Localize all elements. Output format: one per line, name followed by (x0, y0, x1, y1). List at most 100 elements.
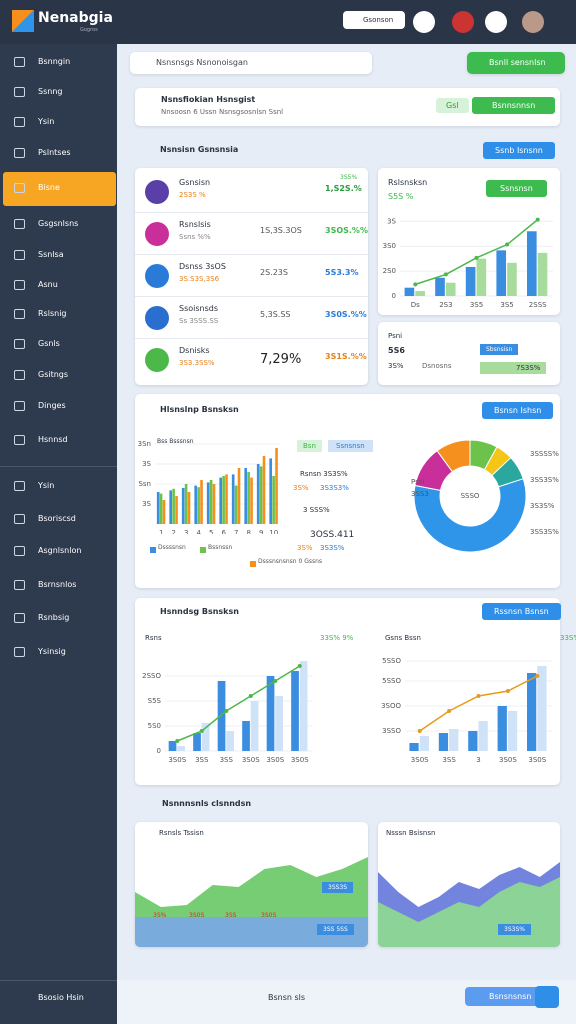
sidebar-item[interactable]: Bsnngin (38, 57, 71, 66)
sidebar-item[interactable]: Ssnng (38, 87, 63, 96)
stat: 3OSS.411 (310, 530, 355, 540)
chart-subtitle: S5S % (388, 192, 414, 201)
bar (496, 250, 507, 296)
point (505, 689, 510, 693)
row-right: 3SOS.%% (325, 226, 368, 235)
sidebar-item[interactable]: Bsoriscsd (38, 514, 76, 523)
x-tick-label: 2 (172, 529, 176, 534)
bar (537, 666, 547, 751)
sidebar-item[interactable]: Dinges (38, 401, 66, 410)
chart-title: Rsns (145, 634, 162, 642)
section-button[interactable]: Rssnsn Bsnsn (482, 603, 561, 620)
area-chip: 3SS3S (322, 882, 354, 893)
sidebar-active (3, 172, 116, 206)
sidebar-item[interactable]: Gsitngs (38, 370, 69, 379)
sidebar-icon (14, 117, 25, 127)
chart-title: Gsns Bssn (385, 634, 421, 642)
sidebar-icon (14, 183, 25, 193)
search-button[interactable]: Gsonson (343, 11, 406, 29)
donut-slice (491, 456, 524, 488)
point (224, 709, 229, 713)
sidebar-icon (14, 580, 25, 590)
trends-card: Hsnndsg Bsnsksn Rssnsn Bsnsn Rsns 33S% 9% 0 5… (135, 598, 576, 785)
y-tick-label: 3S (142, 460, 151, 468)
header-icon[interactable] (413, 11, 435, 33)
sidebar-item[interactable]: Pslntses (38, 148, 71, 157)
bar (445, 282, 456, 296)
stat: 3S3S% (320, 544, 345, 552)
y-tick-label: 3SSO (382, 727, 401, 735)
row-divider (135, 338, 368, 339)
bar (299, 661, 308, 751)
x-tick-label: 3S0S (291, 756, 309, 764)
chart-title: Rslsnsksn (388, 178, 428, 187)
sidebar-item[interactable]: Rslsnig (38, 309, 67, 318)
footer-button[interactable]: Bsnsnsnsn (465, 987, 546, 1006)
stat: 3 SSS% (303, 506, 330, 514)
x-tick-label: 3S0S (266, 756, 284, 764)
sidebar-item[interactable]: Hsnnsd (38, 435, 68, 444)
bar (244, 468, 247, 524)
bar (272, 476, 275, 524)
point (535, 674, 540, 678)
sidebar-item[interactable]: Ssnlsa (38, 250, 64, 259)
bar (162, 500, 166, 524)
footer-text: Bsnsn sls (268, 993, 306, 1002)
bar (269, 458, 272, 524)
donut-annotation: 3SS3 (411, 490, 429, 498)
search-action-label[interactable]: Bsnll sensnlsn (489, 58, 546, 67)
row-right: 5S3.3% (325, 268, 359, 277)
x-tick-label: 3S0S (411, 756, 429, 764)
sidebar-item[interactable]: Asnu (38, 280, 58, 289)
banner-button[interactable]: Bsnnsnnsn (472, 97, 556, 114)
bar (291, 671, 299, 751)
sidebar-item[interactable]: Ysinsig (38, 647, 66, 656)
sidebar-item[interactable]: Gsnls (38, 339, 60, 348)
sidebar-icon (14, 613, 25, 623)
row-divider (135, 296, 368, 297)
stat: 3S% (293, 484, 309, 492)
y-tick-label: 0 (392, 292, 396, 300)
sidebar-item[interactable]: Ysin (38, 117, 55, 126)
y-tick-label: 5SSO (382, 677, 401, 685)
bar (225, 474, 228, 524)
sidebar-item[interactable]: Bisne (38, 183, 60, 192)
search-placeholder[interactable]: Nsnsnsgs Nsnonoisgan (156, 58, 248, 67)
x-tick-label: 3S0S (528, 756, 546, 764)
bar (242, 721, 250, 751)
chart-button[interactable]: Ssnsnsn (486, 180, 547, 197)
point (248, 694, 253, 698)
banner: Nsnsfiokian Hsnsgist Nnsoosn 6 Ussn Nsnsg… (135, 88, 560, 126)
header-icon[interactable] (522, 11, 544, 33)
sidebar-item[interactable]: Asgnlsnlon (38, 546, 82, 555)
section-button[interactable]: Bsnsn Ishsn (482, 402, 554, 419)
bar (209, 480, 213, 524)
bar (404, 287, 415, 296)
bar (234, 485, 238, 524)
sidebar-sep (0, 466, 117, 467)
sidebar-item[interactable]: Ysin (38, 481, 55, 490)
point (199, 729, 204, 733)
bar (262, 456, 266, 524)
chart: 3SSO 3SOO 5SSO 5SSO 3S0S 3SS 3 3S0S 3S0S (381, 657, 552, 764)
footer-icon[interactable] (535, 986, 559, 1008)
section-button[interactable]: Ssnb Isnsnn (483, 142, 555, 159)
bar (507, 262, 517, 296)
sidebar-item[interactable]: Gsgsnlsns (38, 219, 79, 228)
point (175, 739, 180, 743)
bar (527, 673, 537, 751)
x-tick-label: Ds (411, 301, 420, 309)
row-mid: 7,29% (260, 352, 302, 367)
point (443, 272, 448, 277)
y-tick-label: 3S (387, 217, 396, 225)
sidebar-item[interactable]: Bsrnsnlos (38, 580, 77, 589)
bar (193, 733, 201, 751)
bar (169, 490, 172, 524)
sidebar-footer[interactable]: Bsosio Hsin (38, 993, 84, 1002)
point (413, 282, 418, 287)
donut-slice (413, 478, 527, 553)
sidebar-item[interactable]: Rsnbsig (38, 613, 70, 622)
header-icon[interactable] (485, 11, 507, 33)
header-icon[interactable] (452, 11, 474, 33)
bar (409, 743, 419, 751)
